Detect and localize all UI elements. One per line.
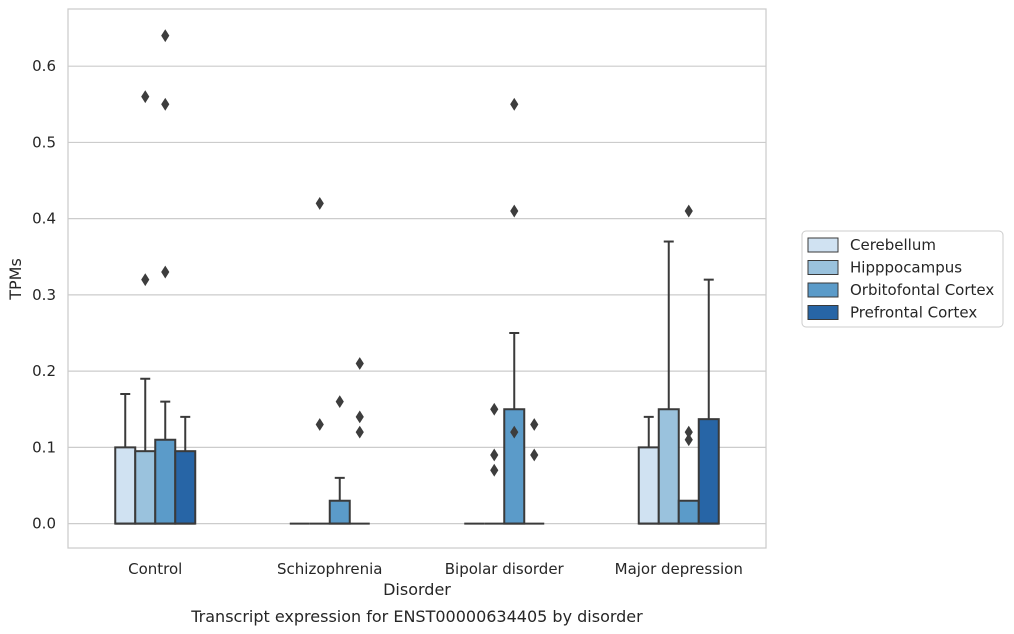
outlier-point (510, 97, 519, 111)
y-tick-label: 0.4 (32, 210, 56, 228)
box-prefrontal-cortex (349, 357, 370, 525)
outlier-point (530, 418, 539, 431)
box-rect (114, 446, 137, 525)
box-prefrontal-cortex (524, 418, 545, 525)
x-tick-label: Schizophrenia (277, 560, 382, 578)
box-prefrontal-cortex (697, 278, 720, 525)
box-cerebellum (114, 393, 137, 525)
x-tick-label: Bipolar disorder (445, 560, 565, 578)
outlier-point (684, 433, 693, 447)
legend-swatch (807, 260, 839, 275)
box-prefrontal-cortex (174, 415, 197, 525)
x-tick-labels: Control Schizophrenia Bipolar disorder Majo… (128, 560, 743, 578)
box-hipppocampus (484, 402, 505, 525)
legend-swatch (807, 305, 839, 320)
outlier-point (510, 425, 519, 439)
x-tick-label: Control (128, 560, 182, 578)
chart-caption: Transcript expression for ENST0000063440… (190, 607, 643, 626)
outlier-point (315, 418, 324, 431)
box-rect (328, 499, 351, 525)
x-axis-label: Disorder (383, 580, 451, 599)
y-tick-label: 0.1 (32, 438, 56, 456)
outlier-point (490, 448, 499, 462)
box-orbitofontal-cortex (503, 97, 526, 525)
outlier-point (161, 29, 170, 43)
box-rect (697, 418, 720, 525)
y-tick-label: 0.5 (32, 133, 56, 151)
outlier-point (141, 273, 150, 287)
y-tick-labels: 0.0 0.1 0.2 0.3 0.4 0.5 0.6 (32, 57, 56, 532)
outlier-point (530, 448, 539, 462)
outlier-point (141, 90, 150, 104)
outlier-point (161, 97, 170, 111)
outlier-point (315, 196, 324, 210)
y-axis-label: TPMs (6, 258, 25, 301)
box-rect (657, 408, 680, 525)
y-tick-label: 0.3 (32, 286, 56, 304)
legend-swatch (807, 282, 839, 298)
box-series (114, 29, 720, 525)
outlier-point (335, 395, 344, 409)
legend-entry: Hipppocampus (850, 259, 962, 277)
box-orbitofontal-cortex (328, 395, 351, 525)
legend: Cerebellum Hipppocampus Orbitofontal Corte… (801, 230, 1004, 328)
legend-entry: Orbitofontal Cortex (850, 281, 994, 299)
box-cerebellum (637, 415, 660, 525)
box-rect (637, 446, 660, 525)
y-tick-label: 0.0 (32, 515, 56, 533)
outlier-point (161, 265, 170, 279)
outlier-point (684, 425, 693, 439)
box-hipppocampus (309, 196, 330, 525)
legend-entry: Cerebellum (850, 236, 936, 254)
legend-frame (801, 230, 1004, 328)
box-rect (677, 499, 700, 525)
outlier-point (490, 463, 499, 477)
box-rect (134, 450, 157, 525)
outlier-point (684, 204, 693, 218)
x-tick-label: Major depression (615, 560, 743, 578)
outlier-point (355, 425, 364, 439)
y-tick-label: 0.6 (32, 57, 56, 75)
legend-swatch (807, 237, 839, 253)
plot-frame (67, 8, 767, 549)
box-rect (154, 438, 177, 525)
y-tick-label: 0.2 (32, 362, 56, 380)
outlier-point (355, 357, 364, 370)
box-rect (174, 450, 197, 525)
outlier-point (510, 204, 519, 218)
outlier-point (355, 410, 364, 424)
box-hipppocampus (657, 240, 680, 525)
legend-entry: Prefrontal Cortex (850, 304, 977, 322)
outlier-point (490, 402, 499, 416)
